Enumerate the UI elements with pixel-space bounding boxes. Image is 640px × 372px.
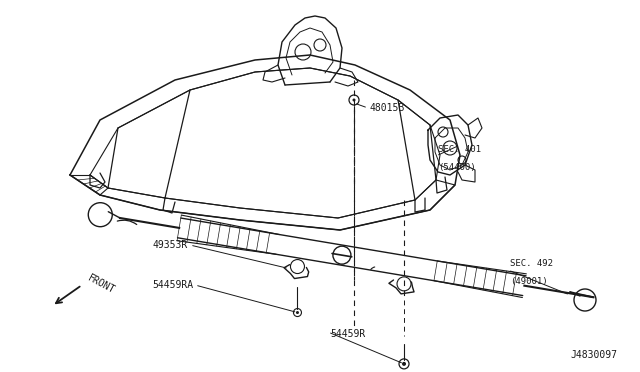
Text: 54459RA: 54459RA <box>152 280 193 290</box>
Circle shape <box>399 359 409 369</box>
Circle shape <box>291 260 305 273</box>
Circle shape <box>296 311 299 314</box>
Circle shape <box>333 246 351 264</box>
Circle shape <box>397 277 411 291</box>
Circle shape <box>294 308 301 317</box>
Text: FRONT: FRONT <box>86 273 116 296</box>
Text: SEC. 492: SEC. 492 <box>510 259 553 268</box>
Circle shape <box>88 203 112 227</box>
Circle shape <box>349 95 359 105</box>
Circle shape <box>443 141 457 155</box>
Text: 54459R: 54459R <box>330 329 365 339</box>
Circle shape <box>295 44 311 60</box>
Circle shape <box>458 156 466 164</box>
Text: (54400): (54400) <box>438 163 476 172</box>
Circle shape <box>438 127 448 137</box>
Circle shape <box>402 362 406 366</box>
Circle shape <box>574 289 596 311</box>
Text: 49353R: 49353R <box>153 240 188 250</box>
Text: 48015B: 48015B <box>370 103 405 113</box>
Text: J4830097: J4830097 <box>570 350 617 360</box>
Circle shape <box>314 39 326 51</box>
Text: SEC. 401: SEC. 401 <box>438 145 481 154</box>
Text: (49001): (49001) <box>510 277 548 286</box>
Circle shape <box>353 99 355 102</box>
